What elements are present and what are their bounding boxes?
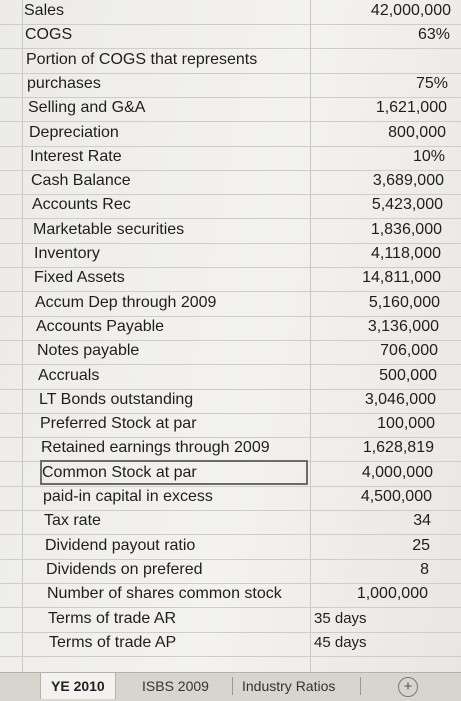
row-label[interactable]: Fixed Assets <box>34 269 125 286</box>
row-value[interactable]: 706,000 <box>380 342 438 359</box>
row-value[interactable]: 34 <box>413 512 431 529</box>
table-row: Sales 42,000,000 <box>0 0 461 25</box>
column-divider <box>310 0 311 672</box>
table-row: LT Bonds outstanding 3,046,000 <box>0 389 461 414</box>
row-term-days[interactable]: 45 days <box>314 634 367 651</box>
table-row: Dividends on prefered 8 <box>0 559 461 584</box>
row-label[interactable]: Common Stock at par <box>42 464 197 481</box>
row-value[interactable]: 5,160,000 <box>368 294 440 311</box>
row-label[interactable]: Tax rate <box>44 512 101 529</box>
tab-ye-2010[interactable]: YE 2010 <box>40 673 116 699</box>
spreadsheet-grid[interactable]: Sales 42,000,000 COGS 63% Portion of COGS th… <box>0 0 461 672</box>
row-label[interactable]: Terms of trade AP <box>49 634 177 651</box>
row-value[interactable]: 75% <box>415 75 448 92</box>
row-label[interactable]: Number of shares common stock <box>47 585 282 602</box>
add-sheet-icon[interactable]: + <box>398 677 418 697</box>
table-row: Preferred Stock at par 100,000 <box>0 413 461 438</box>
table-row: Common Stock at par 4,000,000 <box>0 462 461 487</box>
row-value[interactable]: 3,136,000 <box>367 318 439 335</box>
selected-cell-outline <box>40 460 308 485</box>
row-label[interactable]: Selling and G&A <box>28 99 146 116</box>
row-label[interactable]: Marketable securities <box>33 221 185 238</box>
table-row: Notes payable 706,000 <box>0 340 461 365</box>
row-value[interactable]: 3,046,000 <box>364 391 436 408</box>
table-row: Interest Rate 10% <box>0 146 461 171</box>
table-row: Dividend payout ratio 25 <box>0 535 461 560</box>
row-value[interactable]: 1,000,000 <box>356 585 428 602</box>
row-value[interactable]: 42,000,000 <box>370 2 451 19</box>
table-row: Number of shares common stock 1,000,000 <box>0 583 461 608</box>
table-row: Depreciation 800,000 <box>0 122 461 147</box>
table-row: Marketable securities 1,836,000 <box>0 219 461 244</box>
row-value[interactable]: 500,000 <box>379 367 437 384</box>
row-value[interactable]: 4,500,000 <box>360 488 432 505</box>
table-row: Selling and G&A 1,621,000 <box>0 97 461 122</box>
row-label[interactable]: Interest Rate <box>30 148 122 165</box>
row-label[interactable]: Accum Dep through 2009 <box>35 294 217 311</box>
sheet-tab-bar: YE 2010 ISBS 2009 Industry Ratios + <box>0 672 461 701</box>
row-label[interactable]: Accounts Payable <box>36 318 165 335</box>
row-label[interactable]: Notes payable <box>37 342 140 359</box>
row-label[interactable]: Accruals <box>38 367 100 384</box>
table-row: Retained earnings through 2009 1,628,819 <box>0 437 461 462</box>
tab-separator <box>232 677 233 695</box>
table-row: Inventory 4,118,000 <box>0 243 461 268</box>
table-row: purchases 75% <box>0 73 461 98</box>
row-label[interactable]: purchases <box>27 75 101 92</box>
table-row: Accounts Rec 5,423,000 <box>0 194 461 219</box>
row-value[interactable]: 63% <box>417 26 450 43</box>
table-row: Accounts Payable 3,136,000 <box>0 316 461 341</box>
row-value[interactable]: 4,000,000 <box>361 464 433 481</box>
table-row: COGS 63% <box>0 24 461 49</box>
table-row: Portion of COGS that represents <box>0 49 461 74</box>
row-value[interactable]: 3,689,000 <box>372 172 444 189</box>
row-value[interactable]: 100,000 <box>377 415 435 432</box>
row-value[interactable]: 10% <box>412 148 445 165</box>
row-label[interactable]: COGS <box>25 26 73 43</box>
row-value[interactable]: 5,423,000 <box>371 196 443 213</box>
row-value[interactable]: 1,836,000 <box>370 221 442 238</box>
table-row: Accum Dep through 2009 5,160,000 <box>0 292 461 317</box>
column-divider <box>22 0 23 672</box>
row-value[interactable]: 8 <box>420 561 429 578</box>
row-value[interactable]: 800,000 <box>388 124 446 141</box>
row-label[interactable]: Preferred Stock at par <box>40 415 197 432</box>
tab-separator <box>360 677 361 695</box>
table-row: Cash Balance 3,689,000 <box>0 170 461 195</box>
row-label[interactable]: Dividends on prefered <box>46 561 203 578</box>
row-label[interactable]: Accounts Rec <box>32 196 131 213</box>
row-label[interactable]: Cash Balance <box>31 172 131 189</box>
row-label[interactable]: Terms of trade AR <box>48 610 177 627</box>
row-label[interactable]: Sales <box>24 2 65 19</box>
table-row: Fixed Assets 14,811,000 <box>0 267 461 292</box>
row-label[interactable]: Dividend payout ratio <box>45 537 196 554</box>
table-row: Accruals 500,000 <box>0 365 461 390</box>
row-label[interactable]: Depreciation <box>29 124 119 141</box>
row-value[interactable]: 25 <box>412 537 430 554</box>
table-row: paid-in capital in excess 4,500,000 <box>0 486 461 511</box>
row-label[interactable]: LT Bonds outstanding <box>39 391 194 408</box>
row-label[interactable]: paid-in capital in excess <box>43 488 213 505</box>
row-value[interactable]: 1,621,000 <box>375 99 447 116</box>
tab-industry-ratios[interactable]: Industry Ratios <box>242 678 336 694</box>
row-label[interactable]: Inventory <box>34 245 100 262</box>
row-value[interactable]: 4,118,000 <box>371 245 441 262</box>
row-label[interactable]: Retained earnings through 2009 <box>41 439 270 456</box>
table-row: Tax rate 34 <box>0 510 461 535</box>
table-row: Terms of trade AP 45 days <box>0 632 461 657</box>
tab-isbs-2009[interactable]: ISBS 2009 <box>142 678 209 694</box>
table-row: Terms of trade AR 35 days <box>0 608 461 633</box>
row-label[interactable]: Portion of COGS that represents <box>26 51 258 68</box>
row-value[interactable]: 1,628,819 <box>362 439 434 456</box>
row-value[interactable]: 14,811,000 <box>362 269 441 286</box>
row-term-days[interactable]: 35 days <box>314 610 367 627</box>
